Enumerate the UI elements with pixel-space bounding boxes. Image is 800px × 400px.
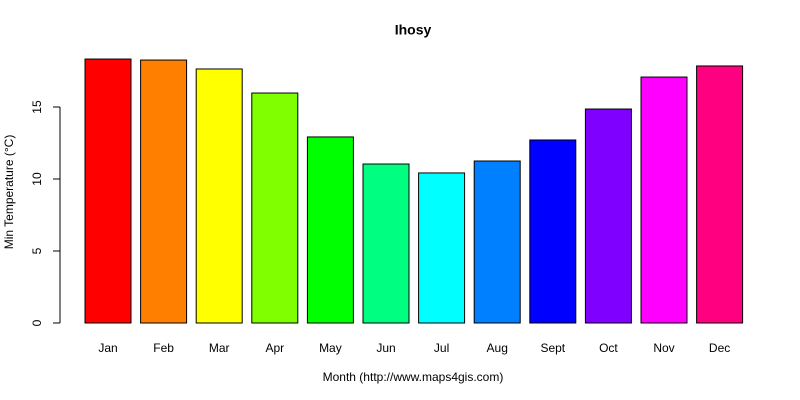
y-tick-label: 15: [30, 100, 44, 114]
x-tick-label: Nov: [653, 341, 674, 355]
x-tick-label: Apr: [265, 341, 284, 355]
bar: [584, 108, 632, 324]
x-tick-label: Dec: [709, 341, 730, 355]
bar: [306, 136, 354, 324]
bar: [529, 139, 577, 324]
x-tick-label: Jan: [98, 341, 117, 355]
x-tick-label: Sept: [540, 341, 565, 355]
y-axis-label: Min Temperature (°C): [2, 135, 16, 250]
x-tick-label: Jul: [434, 341, 449, 355]
bar: [473, 160, 521, 324]
x-tick-label: Aug: [487, 341, 508, 355]
bar: [195, 68, 243, 324]
bar: [84, 58, 132, 324]
x-tick-label: Oct: [599, 341, 618, 355]
x-axis-label: Month (http://www.maps4gis.com): [323, 370, 504, 384]
bar: [140, 59, 188, 324]
y-tick-label: 5: [30, 247, 44, 254]
x-tick-label: May: [319, 341, 342, 355]
chart-title: Ihosy: [395, 22, 432, 38]
bar: [362, 163, 410, 324]
bar: [696, 65, 744, 324]
x-tick-label: Feb: [153, 341, 174, 355]
y-tick-label: 0: [30, 319, 44, 326]
x-tick-label: Jun: [376, 341, 395, 355]
bar: [640, 76, 688, 324]
x-tick-label: Mar: [209, 341, 230, 355]
bar: [418, 172, 466, 324]
y-tick-label: 10: [30, 172, 44, 186]
bar: [251, 92, 299, 324]
